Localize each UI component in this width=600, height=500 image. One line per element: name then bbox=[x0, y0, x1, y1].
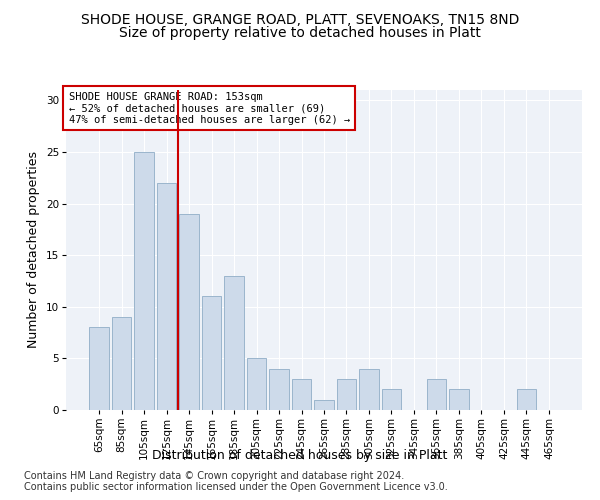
Y-axis label: Number of detached properties: Number of detached properties bbox=[27, 152, 40, 348]
Bar bbox=[359, 368, 379, 410]
Bar bbox=[337, 379, 356, 410]
Bar bbox=[134, 152, 154, 410]
Text: Size of property relative to detached houses in Platt: Size of property relative to detached ho… bbox=[119, 26, 481, 40]
Bar bbox=[382, 390, 401, 410]
Bar bbox=[224, 276, 244, 410]
Bar bbox=[89, 328, 109, 410]
Bar bbox=[179, 214, 199, 410]
Text: SHODE HOUSE GRANGE ROAD: 153sqm
← 52% of detached houses are smaller (69)
47% of: SHODE HOUSE GRANGE ROAD: 153sqm ← 52% of… bbox=[68, 92, 350, 125]
Bar bbox=[449, 390, 469, 410]
Bar bbox=[157, 183, 176, 410]
Text: SHODE HOUSE, GRANGE ROAD, PLATT, SEVENOAKS, TN15 8ND: SHODE HOUSE, GRANGE ROAD, PLATT, SEVENOA… bbox=[81, 12, 519, 26]
Bar bbox=[517, 390, 536, 410]
Bar bbox=[427, 379, 446, 410]
Bar bbox=[292, 379, 311, 410]
Text: Distribution of detached houses by size in Platt: Distribution of detached houses by size … bbox=[152, 448, 448, 462]
Bar bbox=[269, 368, 289, 410]
Bar bbox=[314, 400, 334, 410]
Text: Contains HM Land Registry data © Crown copyright and database right 2024.: Contains HM Land Registry data © Crown c… bbox=[24, 471, 404, 481]
Bar bbox=[112, 317, 131, 410]
Text: Contains public sector information licensed under the Open Government Licence v3: Contains public sector information licen… bbox=[24, 482, 448, 492]
Bar bbox=[202, 296, 221, 410]
Bar bbox=[247, 358, 266, 410]
